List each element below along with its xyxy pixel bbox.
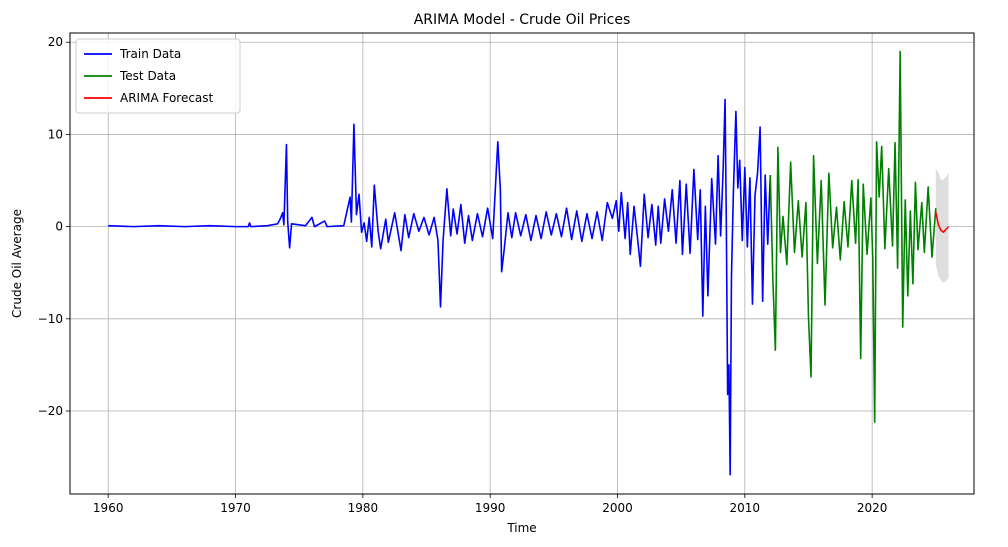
legend-label: Train Data — [119, 47, 181, 61]
x-axis-ticks: 1960 1970 1980 1990 2000 2010 2020 — [93, 494, 887, 515]
series-line-train-data — [108, 98, 772, 476]
y-tick-label: 20 — [48, 35, 63, 49]
legend-label: ARIMA Forecast — [120, 91, 214, 105]
x-tick-label: 1980 — [348, 501, 379, 515]
legend-box — [75, 38, 241, 114]
plot-frame — [69, 32, 975, 495]
y-tick-label: 0 — [55, 220, 63, 234]
chart-title: ARIMA Model - Crude Oil Prices — [414, 12, 631, 28]
y-tick-label: 10 — [48, 127, 63, 141]
series-layer — [108, 50, 950, 476]
legend: Train Data Test Data ARIMA Forecast — [75, 38, 241, 114]
x-tick-label: 1990 — [475, 501, 506, 515]
x-tick-label: 1960 — [93, 501, 124, 515]
y-tick-label: −20 — [38, 404, 63, 418]
x-tick-label: 2020 — [857, 501, 888, 515]
series-line-arima-forecast — [935, 211, 950, 233]
forecast-confidence-band — [935, 168, 949, 283]
x-axis-label: Time — [506, 521, 536, 535]
x-tick-label: 1970 — [220, 501, 251, 515]
x-tick-label: 2010 — [730, 501, 761, 515]
confidence-band-layer — [935, 168, 949, 283]
y-axis-ticks: −20 −10 0 10 20 — [38, 35, 70, 418]
y-axis-label: Crude Oil Average — [10, 209, 24, 318]
y-tick-label: −10 — [38, 312, 63, 326]
x-tick-label: 2000 — [602, 501, 633, 515]
legend-label: Test Data — [119, 69, 176, 83]
series-line-test-data — [769, 50, 937, 423]
